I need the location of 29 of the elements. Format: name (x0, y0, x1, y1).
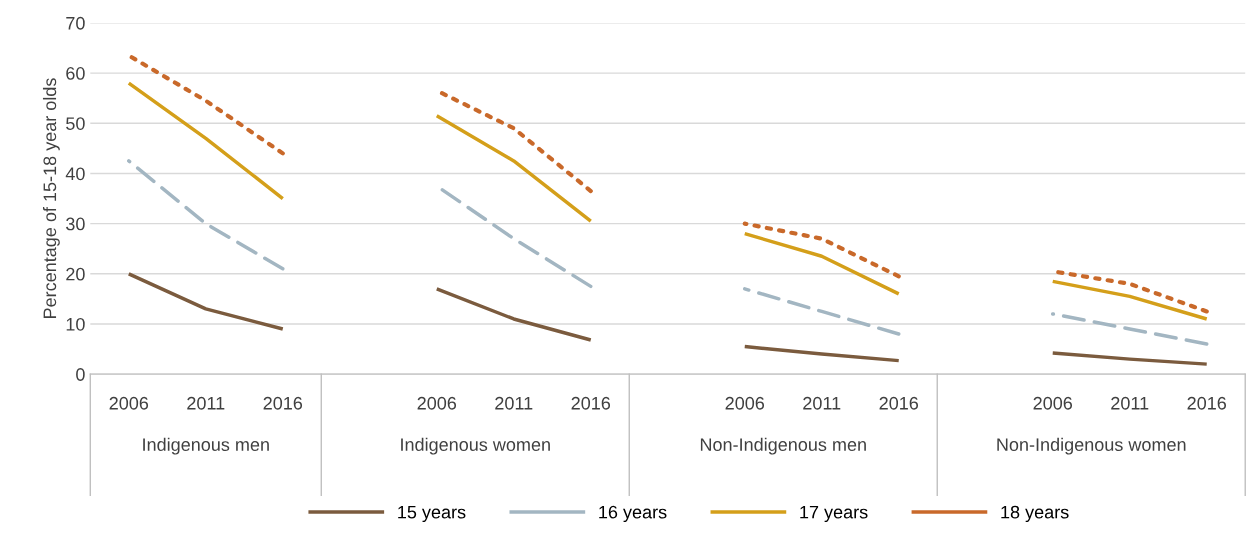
text: Non-Indigenous men (700, 437, 866, 455)
legend-label: 17 years (800, 505, 868, 523)
x-tick-label: 2011 (187, 396, 225, 410)
x-tick-label: 2011 (495, 396, 533, 410)
x-tick-label: 2016 (263, 396, 303, 410)
text: Non-Indigenous women (997, 437, 1186, 455)
y-tick-label: 40 (65, 167, 85, 181)
x-tick-label: 2006 (417, 396, 457, 410)
legend-label: 18 years (1001, 505, 1069, 523)
y-tick-label: 20 (66, 267, 85, 281)
x-tick-label: 2016 (571, 396, 611, 410)
text: Indigenous men (143, 437, 269, 455)
y-tick-label: 10 (66, 317, 85, 331)
x-tick-label: 2006 (109, 396, 149, 410)
y-tick-label: 70 (66, 16, 85, 30)
x-tick-label: 2016 (1187, 396, 1227, 410)
x-tick-label: 2011 (1111, 396, 1149, 410)
text: Indigenous women (401, 437, 550, 455)
y-tick-label: 50 (66, 117, 85, 130)
y-tick-label: 0 (76, 368, 85, 381)
x-tick-label: 2006 (1033, 396, 1073, 410)
y-axis-title: Percentage of 15-18 year olds (42, 78, 60, 318)
legend-label: 16 years (599, 505, 667, 523)
x-tick-label: 2006 (725, 396, 765, 410)
y-tick-label: 30 (66, 217, 85, 231)
x-tick-label: 2011 (803, 396, 841, 410)
legend-label: 15 years (398, 505, 466, 523)
x-tick-label: 2016 (879, 396, 919, 410)
y-tick-label: 60 (66, 67, 85, 80)
